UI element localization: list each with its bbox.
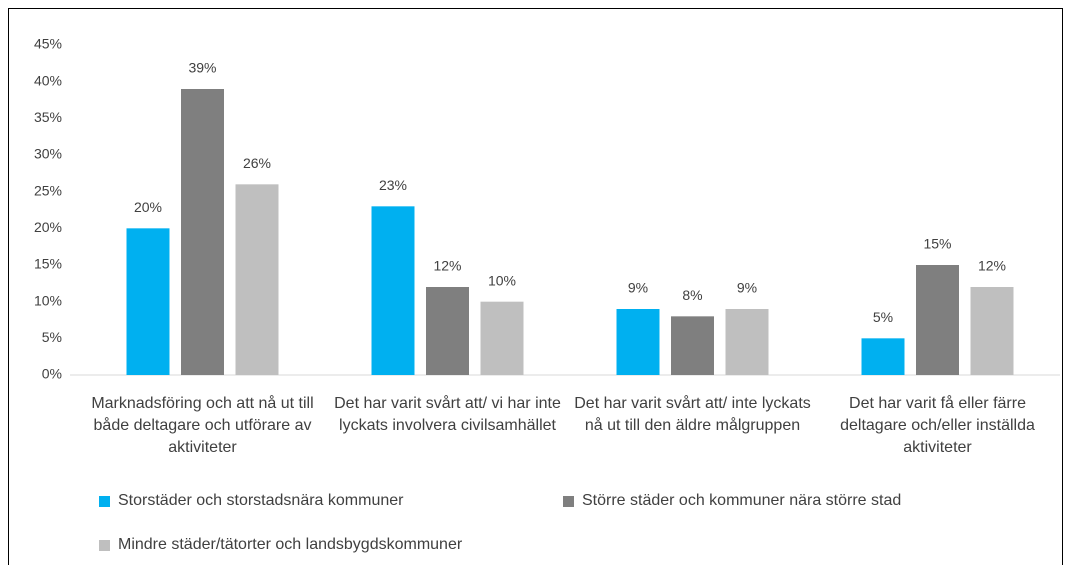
frame xyxy=(8,8,1063,565)
legend-item: Större städer och kommuner nära större s… xyxy=(563,492,901,510)
y-tick-label: 10% xyxy=(34,292,62,308)
data-label: 12% xyxy=(978,258,1006,274)
y-tick-label: 0% xyxy=(42,366,62,382)
legend-item: Storstäder och storstadsnära kommuner xyxy=(99,492,403,510)
legend-swatch xyxy=(99,539,110,551)
y-tick-label: 25% xyxy=(34,182,62,198)
x-tick-label: Det har varit svårt att/ inte lyckats nå… xyxy=(574,395,811,434)
data-label: 26% xyxy=(243,155,271,171)
data-label: 5% xyxy=(873,309,893,325)
y-tick-label: 5% xyxy=(42,329,62,345)
data-label: 23% xyxy=(379,177,407,193)
bar xyxy=(126,228,170,375)
bar xyxy=(671,316,714,375)
bar xyxy=(371,206,415,375)
legend-label: Större städer och kommuner nära större s… xyxy=(582,492,902,509)
y-tick-label: 35% xyxy=(34,109,62,125)
bar xyxy=(970,287,1014,375)
bar xyxy=(861,338,905,375)
y-tick-label: 15% xyxy=(34,256,62,272)
legend-swatch xyxy=(99,495,110,507)
bar xyxy=(480,301,524,375)
legend-swatch xyxy=(563,495,574,507)
x-tick-label: Det har varit svårt att/ vi har inte lyc… xyxy=(334,395,561,434)
bar xyxy=(426,287,469,375)
x-tick-label: Marknadsföring och att nå ut till både d… xyxy=(91,395,314,456)
legend-label: Mindre städer/tätorter och landsbygdskom… xyxy=(118,536,463,553)
data-label: 9% xyxy=(737,280,757,296)
legend-item: Mindre städer/tätorter och landsbygdskom… xyxy=(99,536,462,554)
bar xyxy=(181,89,224,375)
y-tick-label: 30% xyxy=(34,146,62,162)
data-label: 9% xyxy=(628,280,648,296)
bar xyxy=(616,309,660,375)
legend-label: Storstäder och storstadsnära kommuner xyxy=(118,492,404,509)
data-label: 10% xyxy=(488,272,516,288)
bar xyxy=(916,265,959,375)
data-label: 20% xyxy=(134,199,162,215)
y-tick-label: 45% xyxy=(34,36,62,52)
data-label: 15% xyxy=(923,236,951,252)
data-label: 8% xyxy=(682,287,702,303)
bar xyxy=(725,309,769,375)
y-tick-label: 40% xyxy=(34,72,62,88)
data-label: 12% xyxy=(433,258,461,274)
y-tick-label: 20% xyxy=(34,219,62,235)
x-tick-label: Det har varit få eller färre deltagare o… xyxy=(840,395,1035,456)
bar xyxy=(235,184,279,375)
data-label: 39% xyxy=(188,60,216,76)
